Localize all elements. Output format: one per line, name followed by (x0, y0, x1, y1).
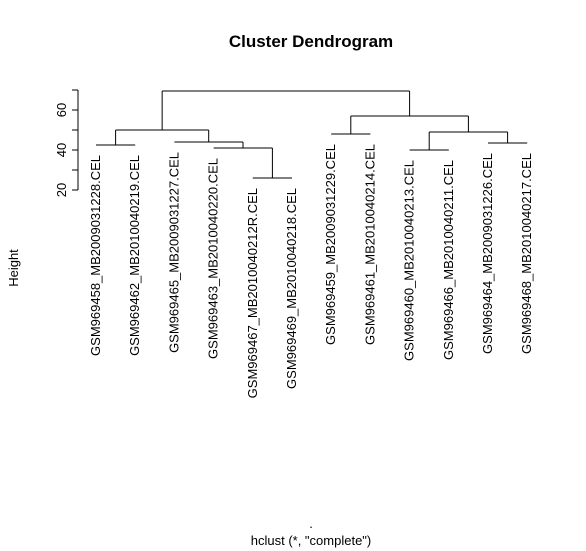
leaf-label: GSM969458_MB2009031228.CEL (88, 155, 103, 356)
leaf-label: GSM969462_MB2010040219.CEL (127, 155, 142, 356)
y-tick-label: 40 (54, 143, 69, 157)
leaf-label: GSM969465_MB2009031227.CEL (166, 152, 181, 353)
dendrogram-branches (96, 90, 528, 179)
leaf-labels: GSM969458_MB2009031228.CEL GSM969462_MB20… (88, 144, 534, 398)
x-axis-dot: . (309, 516, 313, 531)
leaf-label: GSM969461_MB2010040214.CEL (362, 144, 377, 345)
y-axis: 20 40 60 (54, 89, 79, 197)
leaf-label: GSM969464_MB2009031226.CEL (480, 153, 495, 354)
leaf-label: GSM969469_MB2010040218.CEL (284, 188, 299, 389)
leaf-label: GSM969468_MB2010040217.CEL (519, 153, 534, 354)
y-tick-label: 20 (54, 183, 69, 197)
leaf-label: GSM969459_MB2009031229.CEL (323, 144, 338, 345)
x-axis-label: hclust (*, "complete") (251, 533, 372, 548)
y-axis-label: Height (6, 249, 21, 287)
leaf-label: GSM969460_MB2010040213.CEL (402, 160, 417, 361)
leaf-label: GSM969466_MB2010040211.CEL (441, 160, 456, 360)
leaf-label: GSM969463_MB2010040220.CEL (206, 158, 221, 359)
y-tick-label: 60 (54, 103, 69, 117)
leaf-label: GSM969467_MB2010040212R.CEL (245, 188, 260, 398)
chart-title: Cluster Dendrogram (229, 32, 393, 51)
